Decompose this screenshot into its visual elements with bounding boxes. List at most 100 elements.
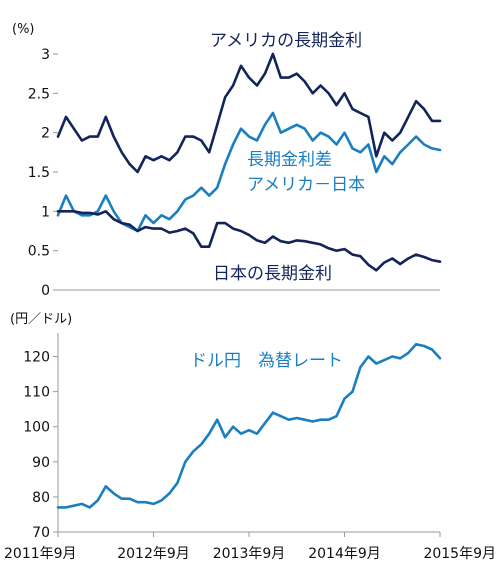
rates-series-point-2 [391, 257, 394, 260]
fx-series-point-0 [112, 492, 115, 495]
rates-series-point-1 [208, 194, 211, 197]
rates-series-point-0 [144, 155, 147, 158]
rates-series-point-0 [351, 108, 354, 110]
rates-series-point-1 [287, 127, 290, 130]
rates-series-point-0 [112, 135, 115, 138]
rates-series-point-0 [248, 76, 250, 79]
rates-series-point-1 [200, 186, 203, 189]
rates-series-point-1 [415, 135, 417, 138]
fx-series-point-0 [256, 432, 258, 435]
rates-series-point-2 [176, 230, 179, 232]
rates-series-point-1 [224, 163, 227, 166]
rates-series-point-1 [248, 135, 250, 138]
rates-series-point-1 [279, 131, 282, 134]
rates-series-point-0 [319, 84, 322, 87]
rates-series-point-1 [327, 135, 330, 138]
fx-y-axis: 70 80 90 100 110 120 [23, 350, 58, 541]
rates-series-point-0 [343, 92, 346, 95]
fx-series-point-0 [152, 503, 155, 505]
fx-series-point-0 [303, 418, 306, 421]
rates-series-point-1 [232, 143, 235, 146]
rates-series-point-2 [168, 231, 171, 234]
fx-series-point-0 [184, 460, 187, 463]
rates-series-point-0 [279, 76, 282, 79]
jp-yield-label: 日本の長期金利 [213, 264, 332, 284]
rates-series-point-0 [176, 151, 179, 154]
rates-series-point-2 [279, 240, 282, 243]
rates-series-point-2 [96, 213, 99, 216]
rates-series-point-0 [311, 92, 314, 95]
rates-series-point-2 [216, 222, 219, 225]
rates-series-point-2 [423, 256, 425, 258]
rates-series-point-2 [327, 247, 330, 250]
rates-series-point-1 [367, 143, 370, 146]
rates-y-axis: 0 0.5 1 1.5 2 2.5 3 [28, 47, 58, 299]
rates-series-point-2 [57, 210, 59, 213]
rates-series-point-0 [168, 159, 171, 162]
rates-series-point-2 [248, 234, 250, 236]
rates-series-point-2 [343, 248, 346, 251]
rates-panel: (%) 0 0.5 1 1.5 2 2.5 3 アメリカの長期金利 長期金利差 アメリカ－日… [12, 22, 442, 299]
rates-series-point-0 [81, 139, 83, 142]
rates-series-point-2 [120, 222, 123, 225]
rates-series-point-2 [295, 239, 298, 242]
fx-label: ドル円 為替レート [190, 351, 343, 371]
rates-series-point-2 [81, 212, 83, 214]
rates-series-point-1 [168, 218, 171, 221]
fx-series-point-0 [295, 417, 298, 419]
rates-series-point-0 [391, 139, 394, 142]
rates-series-point-2 [359, 255, 362, 258]
us-yield-label: アメリカの長期金利 [210, 31, 362, 51]
fx-series-point-0 [311, 420, 314, 423]
fx-series-point-0 [399, 357, 402, 360]
fx-series-point-0 [192, 450, 195, 453]
fx-xtick-label: 2011年9月 [4, 546, 77, 562]
fx-series-point-0 [327, 418, 330, 421]
fx-series-point-0 [367, 355, 370, 358]
rates-series-point-2 [128, 223, 131, 226]
rates-series-point-0 [256, 84, 258, 87]
rates-series-point-0 [415, 100, 417, 103]
rates-series-point-1 [311, 139, 314, 142]
fx-unit-label: (円／ドル) [10, 312, 72, 327]
rates-series-point-2 [160, 227, 163, 230]
fx-series-point-0 [120, 497, 123, 500]
rates-series-point-1 [343, 131, 346, 134]
rates-ytick-label: 2.5 [28, 86, 50, 102]
rates-series-point-2 [375, 269, 378, 272]
rates-series-point-0 [423, 108, 425, 110]
fx-xtick-label: 2014年9月 [308, 546, 381, 562]
rates-series-line-2 [56, 210, 442, 272]
rates-series-point-2 [144, 226, 147, 229]
rates-series-point-0 [88, 135, 91, 138]
fx-series-point-0 [57, 506, 59, 509]
rates-series-point-0 [184, 135, 187, 138]
fx-series-point-0 [144, 501, 147, 504]
fx-xtick-label: 2013年9月 [213, 546, 286, 562]
rates-series-point-2 [272, 235, 274, 238]
fx-series-point-0 [176, 482, 179, 484]
rates-series-point-1 [104, 194, 107, 197]
rates-series-point-2 [224, 222, 227, 225]
fx-series-point-0 [415, 343, 417, 346]
rates-series-point-1 [112, 210, 115, 213]
fx-series-point-0 [264, 422, 266, 425]
rates-series-point-0 [431, 120, 433, 122]
rates-series-point-2 [351, 253, 354, 256]
rates-series-point-1 [407, 143, 410, 146]
fx-series-point-0 [423, 345, 425, 347]
rates-series-point-2 [383, 261, 386, 264]
fx-series-point-0 [96, 499, 99, 502]
rates-series-point-2 [431, 259, 433, 261]
rates-series-point-0 [303, 80, 306, 83]
fx-series-point-0 [375, 362, 378, 365]
fx-series-point-0 [319, 418, 322, 421]
rates-series-point-2 [88, 212, 91, 214]
rates-series-point-0 [439, 120, 441, 122]
rates-series-point-0 [96, 135, 99, 138]
rates-series-point-2 [264, 241, 266, 244]
rates-series-point-2 [136, 230, 139, 232]
rates-series-point-1 [81, 214, 83, 217]
rates-series-point-1 [431, 147, 433, 150]
